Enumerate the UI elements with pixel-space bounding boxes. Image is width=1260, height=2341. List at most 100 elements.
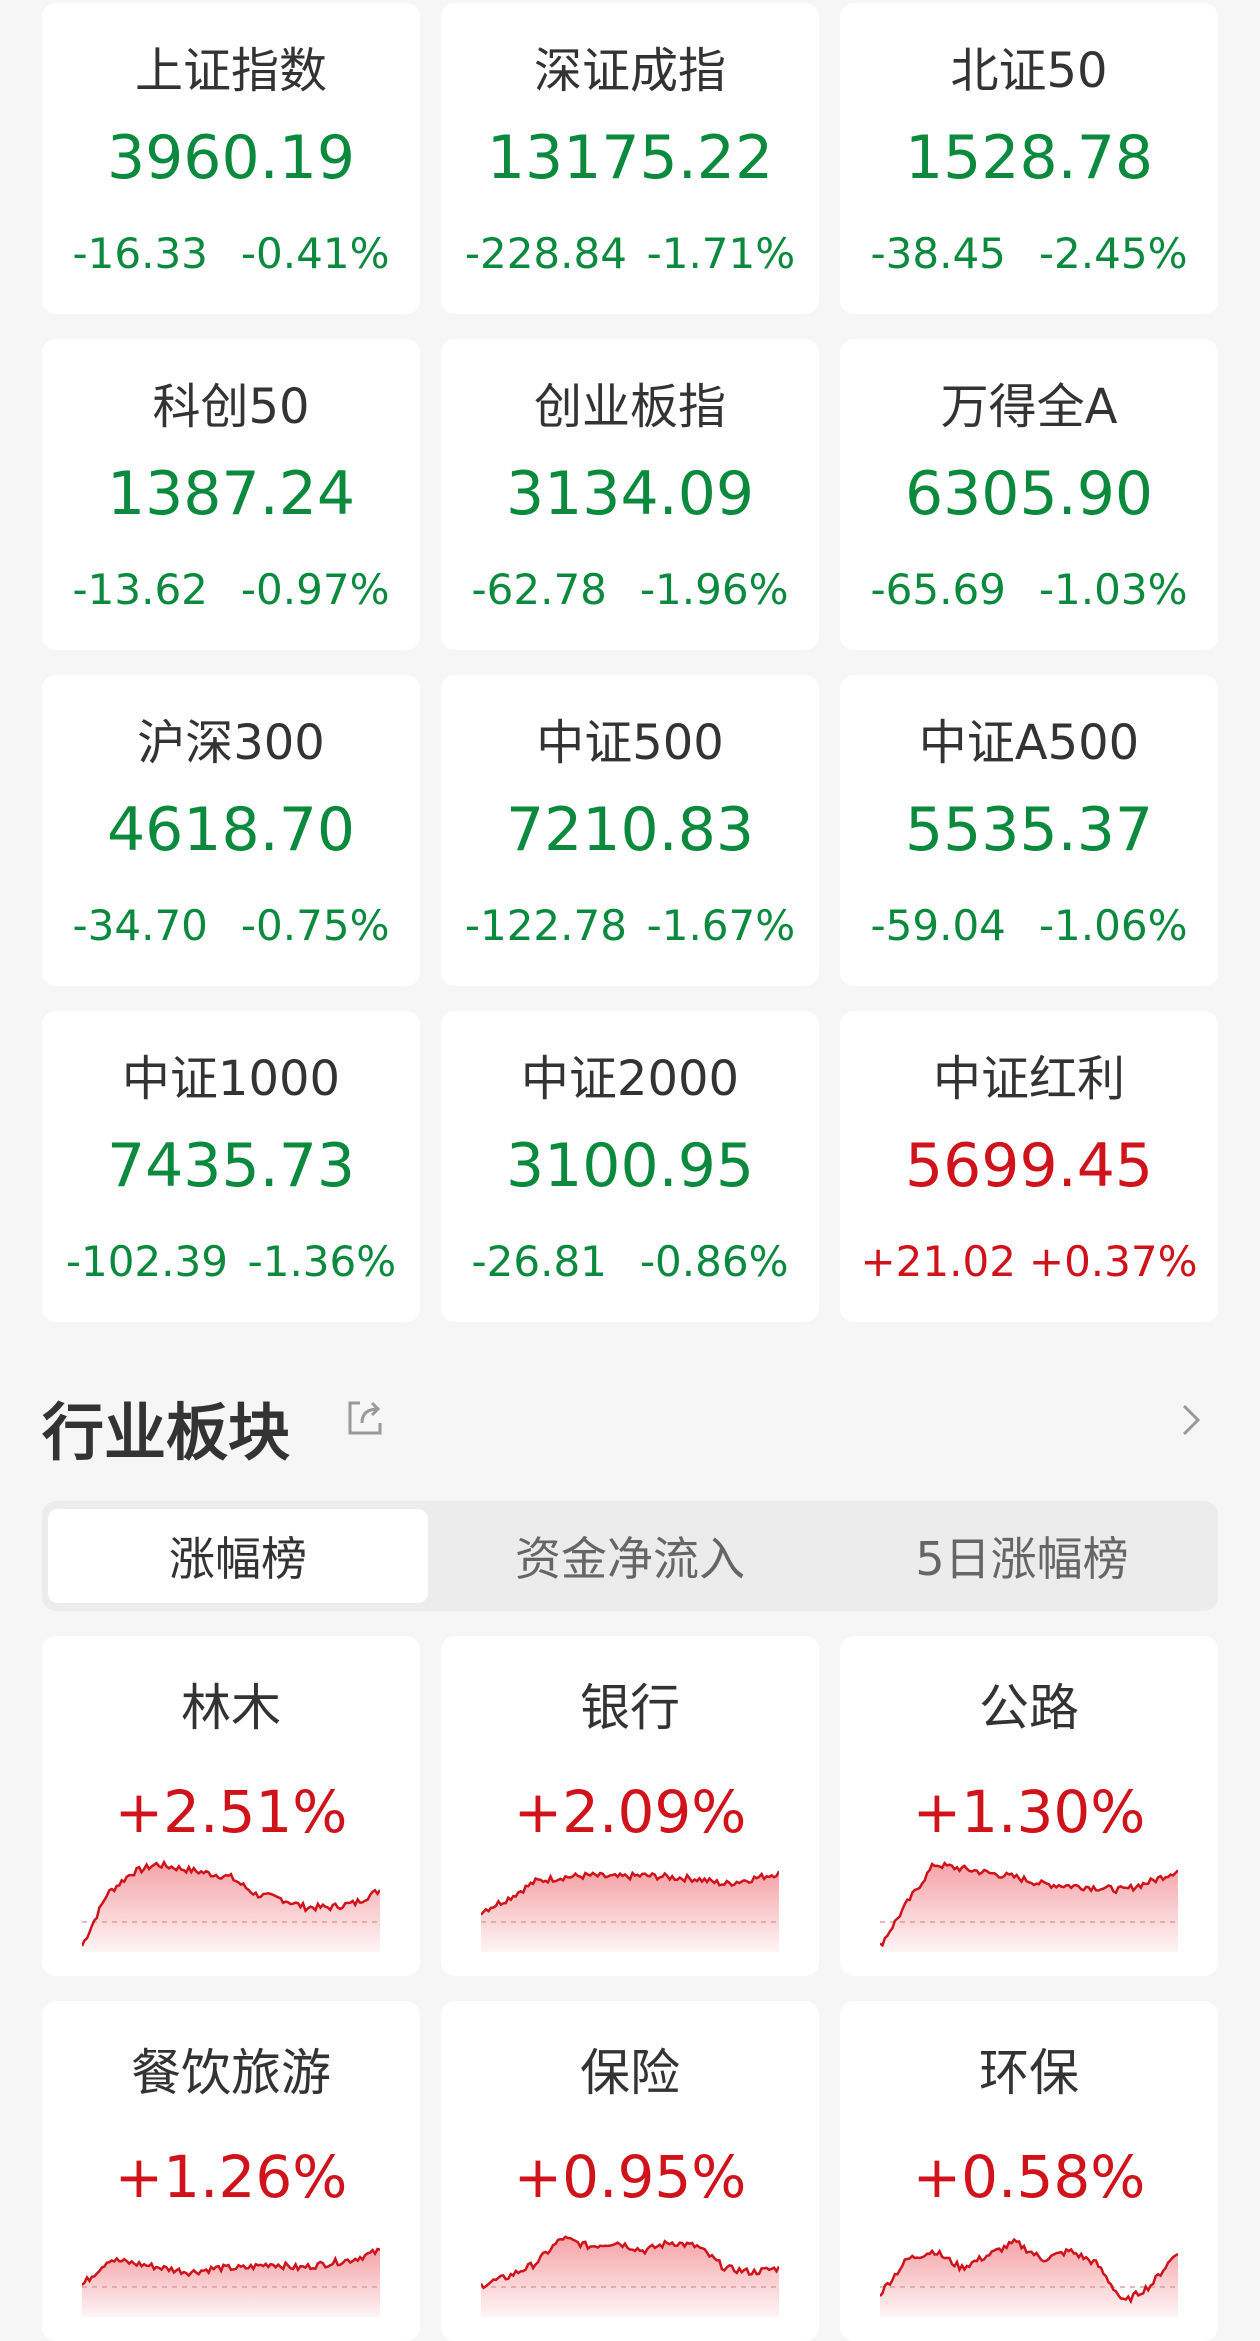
sparkline-area bbox=[880, 1863, 1178, 1952]
index-value: 5535.37 bbox=[904, 795, 1154, 865]
sector-pct: +0.58% bbox=[912, 2143, 1146, 2211]
index-name: 中证A500 bbox=[918, 715, 1140, 771]
index-change: -59.04 bbox=[870, 901, 1006, 950]
index-value: 13175.22 bbox=[486, 123, 774, 193]
sector-pct: +1.26% bbox=[114, 2143, 348, 2211]
sparkline-area bbox=[880, 2239, 1178, 2317]
index-change: +21.02 bbox=[860, 1237, 1016, 1286]
sparkline-line bbox=[880, 1861, 1178, 1948]
index-value: 7435.73 bbox=[106, 1131, 356, 1201]
index-name: 创业板指 bbox=[533, 379, 726, 435]
index-value: 3100.95 bbox=[505, 1131, 755, 1201]
sector-sparkline bbox=[82, 2247, 380, 2317]
sector-tabs: 涨幅榜 资金净流入 5日涨幅榜 bbox=[42, 1501, 1218, 1611]
tab-net-inflow[interactable]: 资金净流入 bbox=[515, 1532, 745, 1586]
index-card[interactable]: 上证指数 3960.19 -16.33 -0.41% bbox=[42, 3, 420, 314]
index-name: 中证2000 bbox=[520, 1051, 740, 1107]
index-name: 科创50 bbox=[152, 379, 310, 435]
index-value: 5699.45 bbox=[904, 1131, 1154, 1201]
sector-pct: +2.51% bbox=[114, 1778, 348, 1846]
index-name: 沪深300 bbox=[137, 715, 325, 771]
sector-pct: +0.95% bbox=[513, 2143, 747, 2211]
index-card[interactable]: 创业板指 3134.09 -62.78 -1.96% bbox=[441, 339, 819, 650]
index-change: -26.81 bbox=[471, 1237, 607, 1286]
index-change-pct: -1.96% bbox=[639, 565, 789, 614]
index-card[interactable]: 中证2000 3100.95 -26.81 -0.86% bbox=[441, 1011, 819, 1322]
sparkline-area bbox=[82, 2249, 380, 2317]
chevron-right-icon[interactable] bbox=[1176, 1398, 1206, 1442]
index-value: 4618.70 bbox=[106, 795, 356, 865]
sparkline-line bbox=[481, 2235, 779, 2290]
index-card[interactable]: 中证1000 7435.73 -102.39 -1.36% bbox=[42, 1011, 420, 1322]
index-value: 6305.90 bbox=[904, 459, 1154, 529]
sparkline-line bbox=[82, 2247, 380, 2286]
sector-name: 餐饮旅游 bbox=[131, 2044, 331, 2102]
sparkline-area bbox=[82, 1862, 380, 1952]
sector-card[interactable]: 银行 +2.09% bbox=[441, 1636, 819, 1976]
sector-sparkline bbox=[481, 1870, 779, 1952]
sector-sparkline bbox=[481, 2235, 779, 2317]
index-name: 万得全A bbox=[940, 379, 1118, 435]
index-change: -102.39 bbox=[65, 1237, 228, 1286]
tab-top-gainers[interactable]: 涨幅榜 bbox=[48, 1509, 428, 1603]
sparkline-line bbox=[880, 2237, 1178, 2305]
index-change: -16.33 bbox=[72, 229, 208, 278]
index-change-pct: -1.71% bbox=[646, 229, 796, 278]
index-change-pct: -0.75% bbox=[240, 901, 390, 950]
index-change: -62.78 bbox=[471, 565, 607, 614]
index-value: 3960.19 bbox=[106, 123, 356, 193]
sector-name: 银行 bbox=[580, 1679, 680, 1737]
index-card[interactable]: 中证500 7210.83 -122.78 -1.67% bbox=[441, 675, 819, 986]
index-change-pct: -1.06% bbox=[1038, 901, 1188, 950]
section-title: 行业板块 bbox=[42, 1396, 291, 1469]
sector-card[interactable]: 保险 +0.95% bbox=[441, 2001, 819, 2341]
sector-pct: +1.30% bbox=[912, 1778, 1146, 1846]
index-change: -38.45 bbox=[870, 229, 1006, 278]
index-card[interactable]: 万得全A 6305.90 -65.69 -1.03% bbox=[840, 339, 1218, 650]
index-change-pct: +0.37% bbox=[1028, 1237, 1198, 1286]
index-name: 中证1000 bbox=[121, 1051, 341, 1107]
sector-card[interactable]: 公路 +1.30% bbox=[840, 1636, 1218, 1976]
index-change: -228.84 bbox=[464, 229, 627, 278]
sector-sparkline bbox=[82, 1859, 380, 1952]
index-change: -13.62 bbox=[72, 565, 208, 614]
index-name: 中证红利 bbox=[932, 1051, 1125, 1107]
index-change: -65.69 bbox=[870, 565, 1006, 614]
index-change-pct: -1.67% bbox=[646, 901, 796, 950]
index-change-pct: -1.03% bbox=[1038, 565, 1188, 614]
index-change-pct: -0.41% bbox=[240, 229, 390, 278]
sector-sparkline bbox=[880, 2237, 1178, 2317]
tab-5day-gainers[interactable]: 5日涨幅榜 bbox=[915, 1532, 1129, 1586]
index-change-pct: -2.45% bbox=[1038, 229, 1188, 278]
sector-name: 林木 bbox=[181, 1679, 281, 1737]
index-change-pct: -0.97% bbox=[240, 565, 390, 614]
sector-card[interactable]: 餐饮旅游 +1.26% bbox=[42, 2001, 420, 2341]
sector-card[interactable]: 林木 +2.51% bbox=[42, 1636, 420, 1976]
index-card[interactable]: 中证红利 5699.45 +21.02 +0.37% bbox=[840, 1011, 1218, 1322]
index-card[interactable]: 北证50 1528.78 -38.45 -2.45% bbox=[840, 3, 1218, 314]
sector-card[interactable]: 环保 +0.58% bbox=[840, 2001, 1218, 2341]
index-name: 中证500 bbox=[536, 715, 724, 771]
index-name: 北证50 bbox=[950, 43, 1108, 99]
index-name: 深证成指 bbox=[533, 43, 726, 99]
index-card[interactable]: 深证成指 13175.22 -228.84 -1.71% bbox=[441, 3, 819, 314]
sector-name: 环保 bbox=[979, 2044, 1079, 2102]
index-card[interactable]: 科创50 1387.24 -13.62 -0.97% bbox=[42, 339, 420, 650]
sparkline-line bbox=[82, 1859, 380, 1947]
index-change-pct: -0.86% bbox=[639, 1237, 789, 1286]
share-icon[interactable] bbox=[346, 1397, 386, 1437]
index-change: -34.70 bbox=[72, 901, 208, 950]
sector-name: 公路 bbox=[979, 1679, 1079, 1737]
index-value: 3134.09 bbox=[505, 459, 755, 529]
index-card[interactable]: 沪深300 4618.70 -34.70 -0.75% bbox=[42, 675, 420, 986]
index-change: -122.78 bbox=[464, 901, 627, 950]
index-card[interactable]: 中证A500 5535.37 -59.04 -1.06% bbox=[840, 675, 1218, 986]
sector-pct: +2.09% bbox=[513, 1778, 747, 1846]
index-change-pct: -1.36% bbox=[247, 1237, 397, 1286]
index-value: 1528.78 bbox=[904, 123, 1154, 193]
sparkline-area bbox=[481, 1871, 779, 1952]
sparkline-area bbox=[481, 2236, 779, 2317]
sparkline-line bbox=[481, 1870, 779, 1916]
index-value: 1387.24 bbox=[106, 459, 356, 529]
sector-name: 保险 bbox=[580, 2044, 680, 2102]
